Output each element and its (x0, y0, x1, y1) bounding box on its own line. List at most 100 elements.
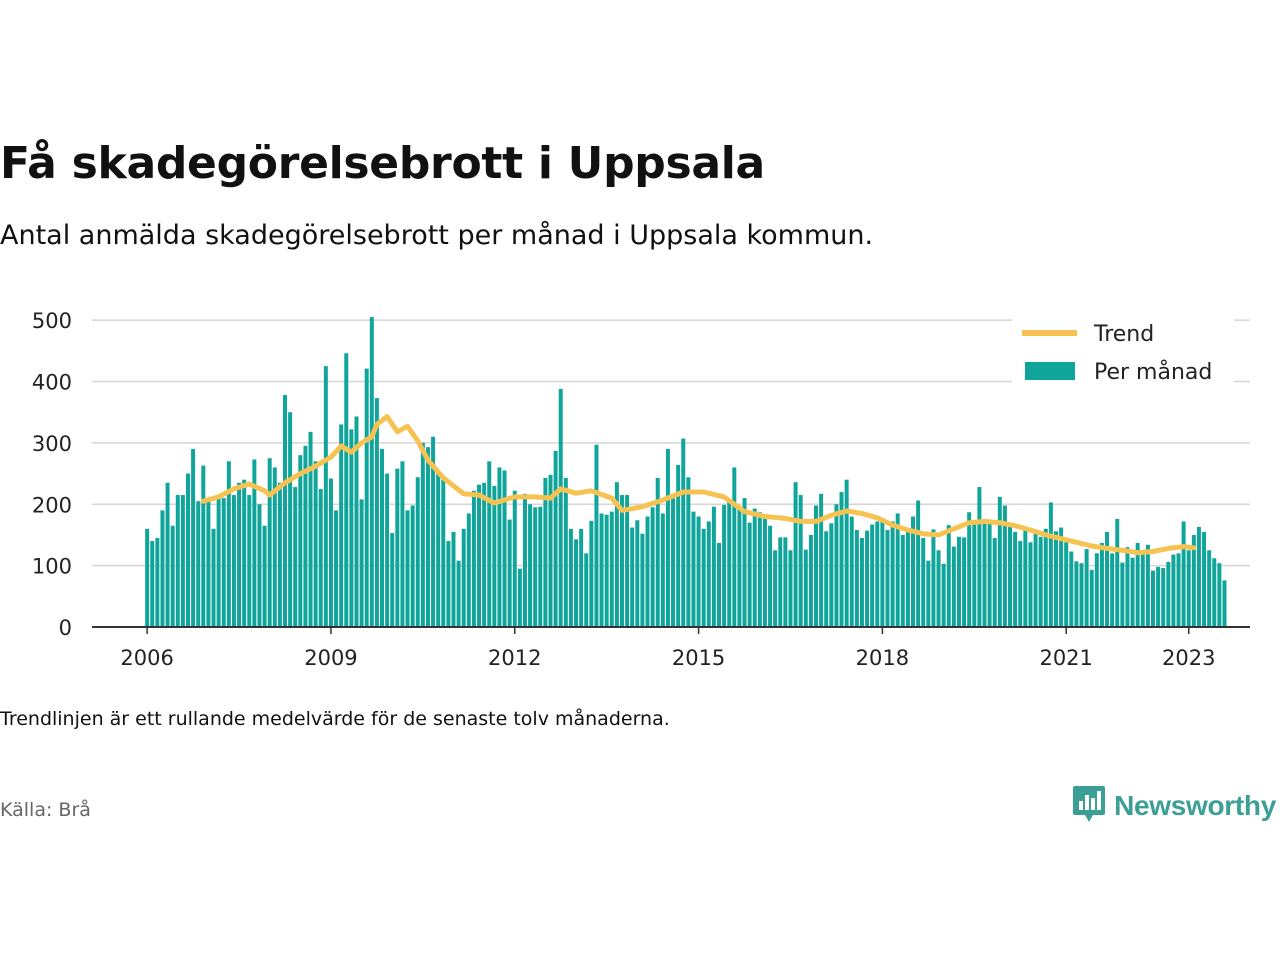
bar (512, 490, 517, 627)
bar-line-chart: 0 100 200 300 400 500 2006 2009 2012 2015 2018 202… (32, 309, 1250, 670)
bar (466, 513, 471, 627)
bar (665, 449, 670, 627)
bar (563, 477, 568, 627)
bar (364, 368, 369, 627)
bar (911, 516, 916, 627)
bar (589, 520, 594, 627)
legend-bar-swatch (1025, 362, 1075, 380)
bar (553, 450, 558, 627)
bar (1186, 550, 1191, 627)
bar (568, 528, 573, 627)
bar (328, 478, 333, 627)
bar (921, 538, 926, 627)
y-tick-label: 200 (32, 493, 72, 517)
bar (410, 505, 415, 627)
bar (941, 563, 946, 627)
source-credit: Källa: Brå (0, 799, 91, 821)
bar (849, 516, 854, 627)
bar (349, 429, 354, 627)
bar (1181, 521, 1186, 627)
x-tick-label: 2021 (1039, 646, 1092, 670)
bar (155, 538, 160, 627)
x-tick-label: 2012 (488, 646, 541, 670)
bar (900, 534, 905, 627)
chart-subtitle: Antal anmälda skadegörelsebrott per måna… (0, 220, 874, 251)
bar (936, 550, 941, 627)
bar (548, 474, 553, 627)
brand-name: Newsworthy (1114, 790, 1276, 821)
bar (890, 521, 895, 627)
bar (1125, 547, 1130, 627)
bar (272, 467, 277, 627)
bar (793, 482, 798, 627)
bar (584, 553, 589, 627)
bar (967, 512, 972, 627)
bar (829, 523, 834, 627)
bar (752, 508, 757, 627)
bar (267, 458, 272, 627)
bar (1110, 553, 1115, 627)
bar (783, 537, 788, 627)
bar (313, 461, 318, 627)
bar (1079, 563, 1084, 627)
bar (226, 461, 231, 627)
bar (747, 522, 752, 627)
bar (1217, 563, 1222, 627)
bar (497, 467, 502, 627)
bar (441, 479, 446, 627)
bar (522, 493, 527, 627)
y-tick-label: 400 (32, 371, 72, 395)
bar (839, 491, 844, 627)
bar (982, 518, 987, 627)
bar (931, 529, 936, 627)
bar (1089, 569, 1094, 627)
bar (824, 531, 829, 627)
bar (308, 431, 313, 627)
bar (477, 484, 482, 627)
bar (502, 470, 507, 627)
bar (482, 482, 487, 627)
legend-background (1012, 314, 1234, 396)
bar (757, 512, 762, 627)
bar (1105, 531, 1110, 627)
bar (926, 560, 931, 627)
bar (951, 546, 956, 627)
y-tick-labels: 0 100 200 300 400 500 (32, 309, 72, 640)
bar (696, 516, 701, 627)
bar (875, 521, 880, 627)
bar (701, 528, 706, 627)
bar (650, 507, 655, 627)
bar (160, 510, 165, 627)
bar (492, 485, 497, 627)
bar (471, 490, 476, 627)
bar (1064, 542, 1069, 627)
x-tick-label: 2015 (672, 646, 725, 670)
bar (574, 539, 579, 627)
bar (283, 395, 287, 627)
bar (211, 528, 216, 627)
bar (609, 511, 614, 627)
bar (1053, 531, 1058, 627)
bar (844, 479, 849, 627)
bar (640, 533, 645, 627)
bar (216, 495, 221, 627)
x-tick-label: 2009 (304, 646, 357, 670)
bar (1028, 542, 1033, 627)
bar (854, 530, 859, 627)
bar (380, 449, 385, 627)
bar (487, 461, 492, 627)
bar (1150, 570, 1155, 627)
x-tick-label: 2018 (856, 646, 909, 670)
bar (1202, 531, 1207, 627)
bar (1013, 531, 1018, 627)
bar (880, 520, 885, 627)
bar (1222, 580, 1227, 627)
bar (859, 538, 864, 627)
bar (691, 511, 696, 627)
bar (369, 317, 374, 627)
bar (579, 528, 584, 627)
bar (247, 495, 252, 627)
bar (1140, 553, 1145, 627)
bar (1171, 554, 1176, 627)
bar (1059, 527, 1064, 627)
